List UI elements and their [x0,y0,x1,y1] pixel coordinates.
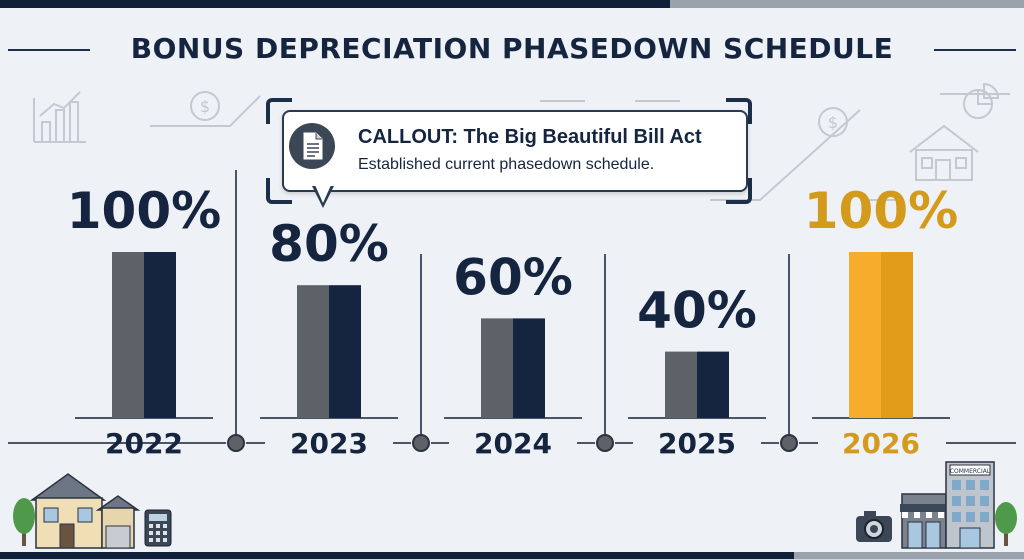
callout-bracket-bottom-right [726,178,752,204]
tree-icon-right [995,502,1017,546]
callout-bracket-bottom-left [266,178,292,204]
timeline-node [780,434,798,452]
calculator-icon [144,509,172,547]
bar-2022 [112,252,176,418]
year-label-2026: 2026 [842,427,920,460]
tree-icon [13,498,35,546]
timeline-node [596,434,614,452]
bar-right-half [881,252,913,418]
bar-left-half [665,351,697,418]
document-icon [289,123,335,169]
bar-2023 [297,285,361,418]
bar-2025 [665,351,729,418]
bar-2024 [481,318,545,418]
bar-left-half [112,252,144,418]
value-label-2025: 40% [637,282,757,340]
top-accent-strip-gray [670,0,1024,8]
svg-text:$: $ [200,97,210,116]
camera-icon [856,511,892,542]
bottom-accent-strip-gray [794,552,1024,559]
value-label-2022: 100% [67,182,221,240]
callout-box [282,110,748,192]
year-label-2022: 2022 [105,427,183,460]
value-label-2023: 80% [269,215,389,273]
bar-right-half [513,318,545,418]
top-accent-strip [0,0,670,8]
bar-right-half [144,252,176,418]
callout-bracket-top-right [726,98,752,124]
callout-text: Established current phasedown schedule. [358,156,655,173]
value-label-2026: 100% [804,182,958,240]
commercial-building-icon: COMMERCIAL [945,461,995,549]
house-icon [29,473,141,549]
bar-left-half [481,318,513,418]
value-label-2024: 60% [453,248,573,306]
bottom-accent-strip [0,552,1024,559]
chart-title: BONUS DEPRECIATION PHASEDOWN SCHEDULE [130,32,894,65]
pie-chart-icon [963,82,1000,119]
timeline-node [227,434,245,452]
year-label-2025: 2025 [658,427,736,460]
dollar-coin-icon: $ [150,91,261,127]
callout-title: CALLOUT: The Big Beautiful Bill Act [358,126,702,148]
year-label-2024: 2024 [474,427,552,460]
bar-chart-icon [33,91,86,143]
storefront-icon [900,493,948,549]
year-label-2023: 2023 [290,427,368,460]
bar-left-half [849,252,881,418]
svg-text:$: $ [828,113,838,132]
bar-right-half [329,285,361,418]
bar-left-half [297,285,329,418]
callout-pointer-fill [315,185,331,203]
title-rule-left [8,49,90,51]
title-rule-right [934,49,1016,51]
bar-2026 [849,252,913,418]
callout-bracket-top-left [266,98,292,124]
timeline-node [412,434,430,452]
bar-right-half [697,351,729,418]
building-sign: COMMERCIAL [950,468,991,475]
